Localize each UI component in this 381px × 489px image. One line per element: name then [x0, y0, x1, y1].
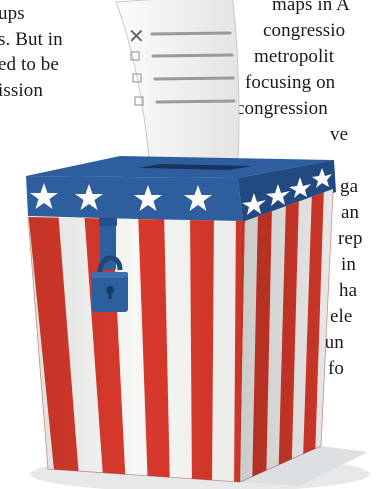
- right-text-line-6: ve: [330, 124, 349, 145]
- lid-side: [238, 160, 336, 222]
- left-text-line-4: ission: [0, 80, 43, 101]
- box-side: [240, 189, 333, 482]
- ballot-check-mark: ✕: [128, 24, 145, 48]
- box-front: [28, 217, 245, 482]
- right-text-line-1: maps in A: [272, 0, 350, 15]
- ballot-checkbox-3: [132, 73, 142, 83]
- lid-front: [26, 176, 243, 222]
- right-text-line-12: ele: [330, 306, 353, 327]
- right-text-line-9: rep: [338, 228, 363, 249]
- left-text-line-3: ed to be: [0, 54, 59, 75]
- right-text-line-2: congressio: [263, 20, 346, 41]
- left-text-line-2: s. But in: [0, 29, 63, 50]
- right-text-line-4: focusing on: [245, 72, 336, 93]
- ballot-paper: ✕: [115, 0, 240, 201]
- right-text-line-8: an: [341, 202, 360, 223]
- right-text-line-11: ha: [339, 280, 358, 301]
- ballot-slot: [138, 164, 252, 170]
- ballot-checkbox-4: [134, 96, 144, 106]
- right-text-line-5: congression: [236, 98, 328, 119]
- right-text-line-10: in: [341, 254, 356, 275]
- box-shadow-side: [240, 446, 368, 486]
- right-text-line-3: metropolit: [254, 46, 335, 67]
- left-text-line-1: ups: [0, 3, 25, 24]
- padlock-icon: [92, 218, 128, 312]
- lid-stars-side: [242, 168, 332, 215]
- right-text-line-7: ga: [340, 176, 359, 197]
- right-text-line-14: fo: [328, 358, 345, 379]
- ballot-checkbox-2: [130, 51, 140, 61]
- lid-stars-front: [30, 183, 212, 211]
